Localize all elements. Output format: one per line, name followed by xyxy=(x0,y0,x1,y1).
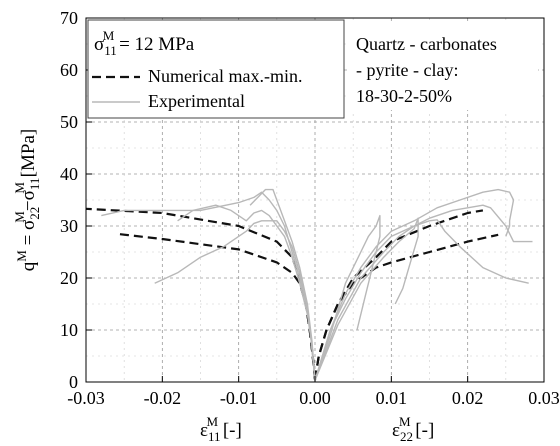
plot-curves xyxy=(85,188,533,381)
annotation-line: Quartz - carbonates xyxy=(356,34,497,54)
y-tick-label: 10 xyxy=(60,320,78,340)
y-tick-label: 0 xyxy=(69,372,78,392)
annotation-line: - pyrite - clay: xyxy=(356,60,458,80)
numerical-curve xyxy=(313,233,499,380)
legend: σ11M = 12 MPa Numerical max.-min. Experi… xyxy=(87,19,345,119)
x-axis-label-right: ε22M [-] xyxy=(392,414,434,444)
y-axis-label: qM = σ22M−σ11M [MPa] xyxy=(12,129,42,271)
x-tick-label: -0.01 xyxy=(220,388,258,408)
x-tick-label: -0.03 xyxy=(67,388,105,408)
experimental-curve xyxy=(314,204,533,381)
experimental-curve xyxy=(249,188,316,381)
x-tick-label: 0.00 xyxy=(299,388,331,408)
experimental-curve xyxy=(314,214,381,381)
x-axis-label-left: ε11M [-] xyxy=(200,414,242,444)
y-tick-label: 60 xyxy=(60,60,78,80)
x-tick-label: 0.02 xyxy=(452,388,484,408)
y-tick-label: 40 xyxy=(60,164,78,184)
y-tick-label: 30 xyxy=(60,216,78,236)
y-tick-label: 50 xyxy=(60,112,78,132)
experimental-curve xyxy=(314,188,515,381)
experimental-curve xyxy=(177,204,316,381)
annotation-background xyxy=(350,24,538,110)
y-tick-label: 20 xyxy=(60,268,78,288)
legend-label-numerical: Numerical max.-min. xyxy=(148,66,302,86)
x-tick-label: 0.01 xyxy=(376,388,408,408)
legend-label-experimental: Experimental xyxy=(148,91,245,111)
annotation-line: 18-30-2-50% xyxy=(356,86,452,106)
legend-title: σ11M = 12 MPa xyxy=(94,28,195,58)
experimental-curve xyxy=(154,220,316,381)
x-tick-label: 0.03 xyxy=(528,388,560,408)
experimental-curve xyxy=(314,219,529,381)
composition-annotation: Quartz - carbonates - pyrite - clay: 18-… xyxy=(350,24,538,110)
legend-box xyxy=(87,19,345,119)
y-tick-label: 70 xyxy=(60,8,78,28)
axis-ticks: -0.03 -0.02 -0.01 0.00 0.01 0.02 0.03 0 10 20 30 40… xyxy=(60,8,560,408)
x-tick-label: -0.02 xyxy=(144,388,182,408)
experimental-curve xyxy=(314,217,419,381)
numerical-curve xyxy=(116,232,317,380)
